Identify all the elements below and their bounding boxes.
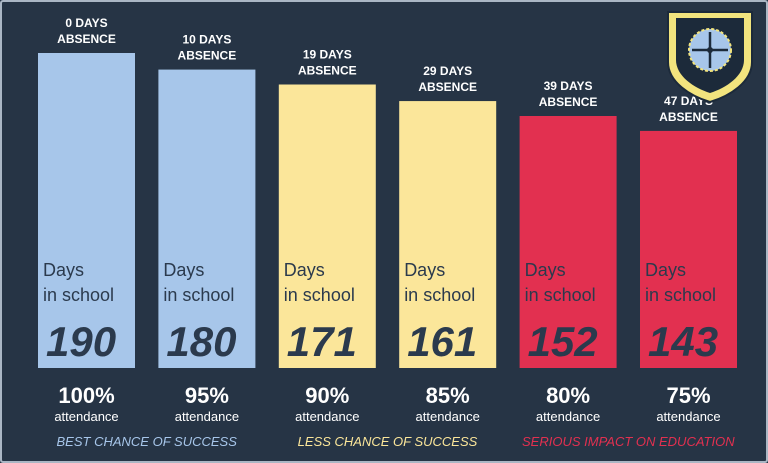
days-in-school-line1: Days bbox=[645, 260, 686, 280]
days-in-school-line2: in school bbox=[284, 285, 355, 305]
bar bbox=[158, 69, 256, 368]
absence-label-line2: ABSENCE bbox=[418, 80, 477, 94]
days-in-school-line1: Days bbox=[163, 260, 204, 280]
attendance-percent: 95% bbox=[185, 383, 229, 408]
attendance-percent: 100% bbox=[58, 383, 114, 408]
days-in-school-line2: in school bbox=[163, 285, 234, 305]
bar bbox=[519, 116, 617, 368]
attendance-percent: 85% bbox=[426, 383, 470, 408]
bar bbox=[38, 53, 135, 368]
attendance-percent: 75% bbox=[666, 383, 710, 408]
attendance-label: attendance bbox=[536, 409, 600, 424]
category-footer-label: LESS CHANCE OF SUCCESS bbox=[298, 434, 478, 449]
days-in-school-line2: in school bbox=[525, 285, 596, 305]
bars-layer bbox=[38, 53, 737, 368]
absence-label-line2: ABSENCE bbox=[178, 49, 237, 63]
absence-label-line1: 19 DAYS bbox=[303, 48, 352, 62]
attendance-label: attendance bbox=[54, 409, 118, 424]
category-footer-label: BEST CHANCE OF SUCCESS bbox=[57, 434, 238, 449]
category-footer-label: SERIOUS IMPACT ON EDUCATION bbox=[522, 434, 735, 449]
days-in-school-line2: in school bbox=[645, 285, 716, 305]
absence-label-line2: ABSENCE bbox=[539, 95, 598, 109]
attendance-percent: 90% bbox=[305, 383, 349, 408]
attendance-label: attendance bbox=[175, 409, 239, 424]
days-in-school-line2: in school bbox=[404, 285, 475, 305]
days-value-label: 161 bbox=[407, 318, 477, 365]
bar bbox=[399, 101, 497, 368]
attendance-label: attendance bbox=[416, 409, 480, 424]
days-in-school-line1: Days bbox=[43, 260, 84, 280]
absence-label-line2: ABSENCE bbox=[659, 110, 718, 124]
absence-label-line1: 39 DAYS bbox=[544, 79, 593, 93]
absence-label-line2: ABSENCE bbox=[298, 64, 357, 78]
days-value-label: 180 bbox=[166, 318, 236, 365]
bar bbox=[278, 84, 376, 368]
days-in-school-line2: in school bbox=[43, 285, 114, 305]
footer-layer: BEST CHANCE OF SUCCESS LESS CHANCE OF SUC… bbox=[57, 434, 736, 449]
absence-label-line1: 10 DAYS bbox=[182, 33, 231, 47]
absence-label-line2: ABSENCE bbox=[57, 32, 116, 46]
days-in-school-line1: Days bbox=[284, 260, 325, 280]
days-in-school-line1: Days bbox=[404, 260, 445, 280]
attendance-label: attendance bbox=[656, 409, 720, 424]
attendance-label: attendance bbox=[295, 409, 359, 424]
days-in-school-line1: Days bbox=[525, 260, 566, 280]
days-value-label: 143 bbox=[648, 318, 718, 365]
bar bbox=[640, 130, 737, 368]
attendance-percent: 80% bbox=[546, 383, 590, 408]
absence-label-line1: 29 DAYS bbox=[423, 64, 472, 78]
days-value-label: 152 bbox=[528, 318, 598, 365]
absence-label-line1: 0 DAYS bbox=[65, 16, 107, 30]
days-value-label: 190 bbox=[46, 318, 116, 365]
days-value-label: 171 bbox=[287, 318, 357, 365]
school-crest-icon bbox=[667, 11, 753, 104]
